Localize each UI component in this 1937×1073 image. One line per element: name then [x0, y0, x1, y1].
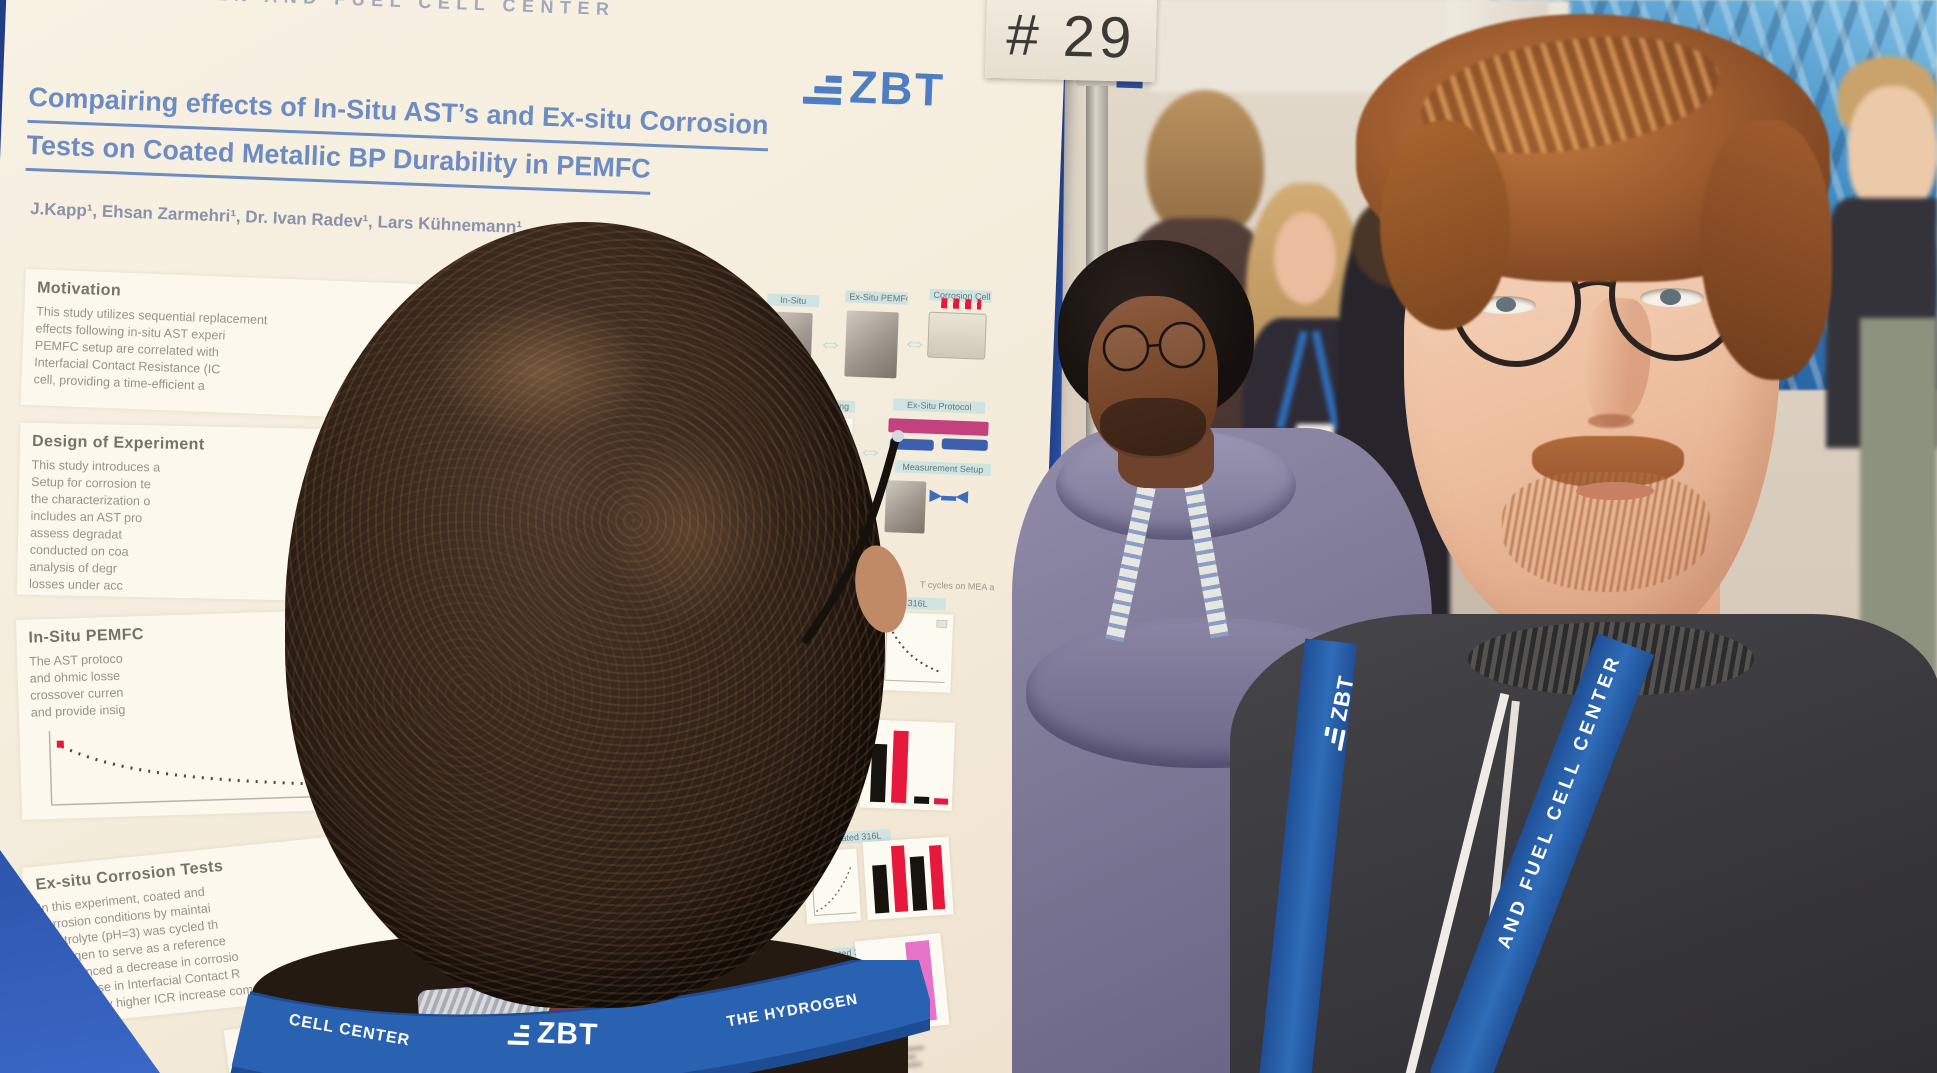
wall-column	[1448, 0, 1548, 265]
measurement-arrows-icon: ▶▬◀	[929, 486, 969, 506]
black-pink-bar-chart	[854, 932, 950, 1034]
section-heading: Design of Experiment	[31, 432, 205, 454]
section-body: This study introduces a Setup for corros…	[28, 457, 161, 593]
voltage-cycling-chart	[775, 415, 853, 499]
section-motivation: Motivation This study utilizes sequentia…	[20, 268, 456, 422]
protocol-blue-pill	[889, 438, 934, 451]
test-setup-label: Test Setup	[786, 502, 848, 517]
zbt-logo: ZBT	[802, 60, 946, 117]
conclusion-text-blur	[814, 1042, 927, 1073]
corrosion-cell-drawing	[927, 311, 987, 360]
section-in-situ-pemfc: In-Situ PEMFC The AST protoco and ohmic …	[15, 606, 452, 820]
bar-red	[890, 845, 909, 913]
bar-red	[842, 624, 861, 686]
icr-line-chart	[872, 611, 954, 693]
bar-red-small	[933, 798, 949, 805]
figure-caption-fragment: T cycles on MEA a	[919, 579, 995, 593]
floor-highlight	[1090, 590, 1350, 920]
bar-blue	[820, 747, 847, 801]
bar-black	[872, 864, 890, 914]
zbt-logo-text: ZBT	[848, 60, 946, 117]
ex-situ-pemfc-photo	[844, 310, 899, 379]
blue-bar-chart	[811, 729, 853, 807]
booth-number: # 29	[1005, 1, 1137, 71]
booth-number-sign: # 29	[984, 0, 1158, 83]
poster-title: Compairing effects of In-Situ AST’s and …	[25, 74, 839, 202]
bar-red	[891, 730, 909, 804]
curve-chart	[794, 963, 856, 1039]
flow-label-in-situ: In-Situ	[766, 293, 820, 308]
bar-black	[867, 969, 904, 1027]
chart-header-316l: 316L	[889, 596, 946, 611]
black-red-bar-chart	[859, 719, 956, 811]
measurement-setup-photo	[884, 480, 927, 534]
in-situ-photo	[764, 311, 813, 378]
section-body: This study utilizes sequential replaceme…	[33, 304, 268, 393]
protocol-magenta-bar	[888, 418, 989, 436]
ex-situ-protocol-label: Ex-Situ Protocol	[893, 398, 986, 414]
flow-arrow-icon: ⇔	[856, 434, 885, 466]
scientific-poster: THE HYDROGEN AND FUEL CELL CENTER ZBT Co…	[0, 0, 1068, 1073]
black-red-pairs-chart	[862, 836, 954, 920]
corrosion-cell-red-marks	[941, 298, 982, 310]
stand-pole	[1086, 80, 1108, 1073]
section-design-of-experiment: Design of Experiment This study introduc…	[16, 422, 451, 604]
bar-black	[870, 743, 888, 803]
bar-black	[909, 856, 928, 911]
bar-red	[929, 844, 946, 910]
zbt-logo-bars	[802, 74, 842, 105]
flow-label-ex-situ-pemfc: Ex-Situ PEMFC	[845, 290, 908, 305]
flow-arrow-icon: ⇔	[901, 326, 929, 358]
voltage-cycling-label: Voltage Cycling	[780, 398, 856, 413]
section-body: The AST protoco and ohmic losse crossove…	[29, 651, 126, 720]
rising-curve	[810, 857, 857, 916]
bar-pink	[905, 940, 937, 1023]
red-bar-chart	[822, 607, 872, 692]
poster-header: THE HYDROGEN AND FUEL CELL CENTER	[30, 0, 670, 22]
voltage-chart-lines	[787, 422, 845, 489]
rising-curve	[803, 974, 851, 1031]
line-chart-decay	[884, 618, 948, 683]
protocol-blue-pill	[941, 438, 988, 451]
poster-authors: J.Kapp¹, Ehsan Zarmehri¹, Dr. Ivan Radev…	[29, 199, 523, 237]
flow-arrow-icon: ⇔	[817, 327, 845, 359]
insitu-decay-chart	[48, 731, 426, 806]
bar-black-small	[913, 796, 930, 804]
curve-chart	[802, 848, 862, 925]
measurement-setup-label: Measurement Setup	[894, 460, 992, 477]
